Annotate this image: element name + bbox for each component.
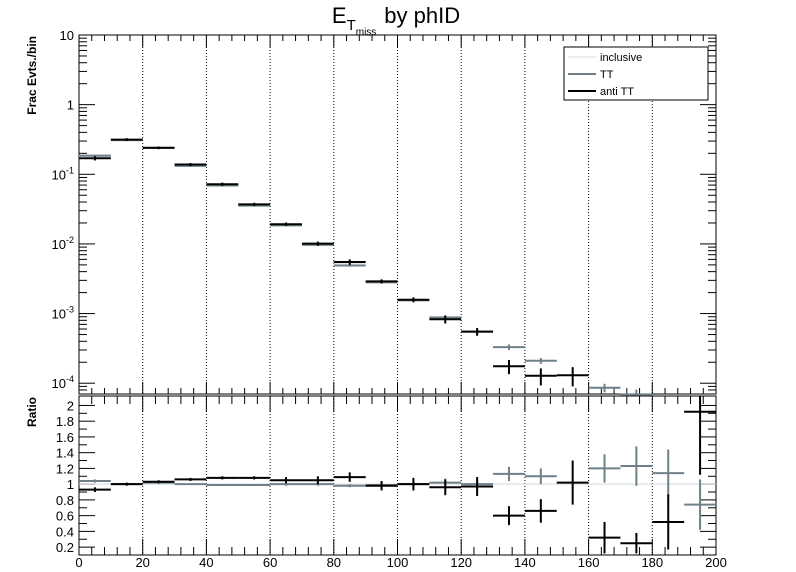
legend: inclusive TT anti TT [563, 46, 709, 101]
x-tick-label: 0 [75, 555, 82, 570]
title-rest: by phID [384, 3, 460, 28]
y-tick-exponent: -4 [66, 374, 74, 384]
x-tick-label: 180 [641, 555, 663, 570]
ratio-y-tick-label: 0.4 [56, 524, 74, 539]
ratio-y-axis-label: Ratio [25, 397, 39, 427]
ratio-y-tick-label: 1.8 [56, 414, 74, 429]
chart-title: ETmiss by phID [332, 3, 460, 38]
y-tick-label: 10-2 [52, 235, 74, 252]
y-tick-base: 10 [60, 28, 74, 43]
ratio-y-tick-label: 1 [67, 477, 74, 492]
x-tick-label: 20 [135, 555, 149, 570]
y-tick-label: 10-4 [52, 374, 74, 391]
y-tick-base: 10 [52, 237, 66, 252]
ratio-y-tick-label: 2 [67, 398, 74, 413]
ratio-series [79, 396, 716, 554]
title-main: E [332, 3, 347, 28]
y-tick-exponent: -3 [66, 305, 74, 315]
y-tick-label: 10 [60, 28, 74, 43]
x-tick-label: 200 [705, 555, 727, 570]
ratio-y-tick-label: 1.6 [56, 430, 74, 445]
ratio-y-tick-label: 0.8 [56, 493, 74, 508]
x-tick-label: 160 [578, 555, 600, 570]
y-tick-base: 10 [52, 376, 66, 391]
x-tick-label: 60 [263, 555, 277, 570]
x-tick-label: 40 [199, 555, 213, 570]
ratio-y-tick-label: 1.4 [56, 446, 74, 461]
y-tick-base: 10 [52, 167, 66, 182]
top-y-axis-label: Frac Evts./bin [25, 36, 39, 115]
y-tick-label: 10-1 [52, 165, 74, 182]
ratio-y-tick-label: 0.6 [56, 509, 74, 524]
y-tick-exponent: -1 [66, 165, 74, 175]
y-tick-base: 10 [52, 307, 66, 322]
legend-label: TT [600, 69, 614, 81]
y-tick-base: 1 [67, 98, 74, 113]
series-anti-tt [79, 138, 589, 387]
series-anti-tt [79, 396, 716, 554]
title-sub-miss: miss [356, 27, 377, 38]
y-tick-label: 1 [67, 98, 74, 113]
title-sub-t: T [347, 17, 356, 34]
y-tick-exponent: -2 [66, 235, 74, 245]
x-tick-label: 140 [514, 555, 536, 570]
x-tick-label: 120 [450, 555, 472, 570]
ratio-y-tick-label: 1.2 [56, 461, 74, 476]
ratio-y-tick-label: 0.2 [56, 540, 74, 555]
legend-label: anti TT [600, 86, 634, 98]
ratio-axes: 0 20 40 60 80 100 120 140 160 180 2000.20.40.60.81… [56, 395, 727, 570]
y-tick-label: 10-3 [52, 305, 74, 322]
top-series [79, 138, 653, 396]
x-tick-label: 80 [327, 555, 341, 570]
x-tick-label: 100 [387, 555, 409, 570]
legend-label: inclusive [600, 52, 642, 64]
